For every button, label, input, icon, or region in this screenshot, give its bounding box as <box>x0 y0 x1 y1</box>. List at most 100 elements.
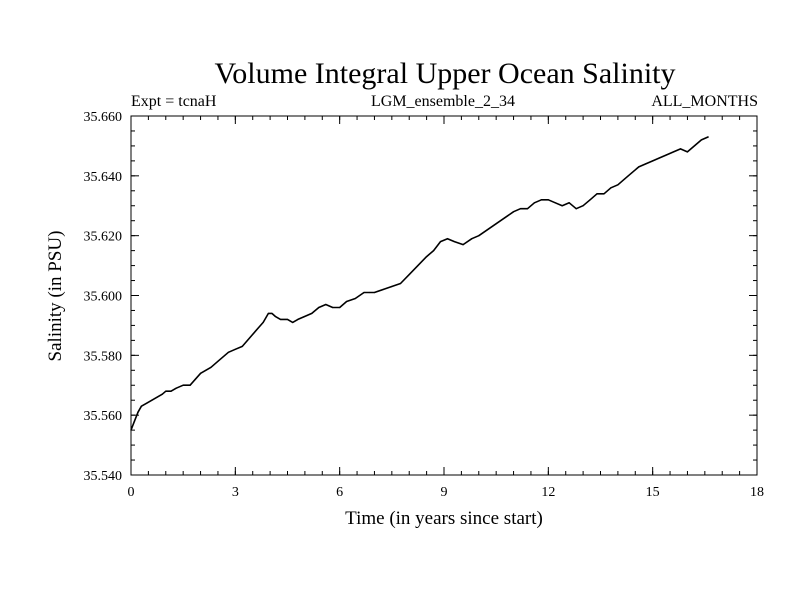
data-point <box>140 405 143 407</box>
data-point <box>151 399 153 401</box>
data-point <box>194 378 196 380</box>
data-point <box>471 238 473 240</box>
x-axis: 0 3 6 9 12 15 18 <box>128 116 764 500</box>
data-point <box>267 312 269 315</box>
data-point <box>156 396 158 398</box>
data-point <box>603 193 605 195</box>
experiment-label: Expt = tcnaH <box>131 93 217 110</box>
data-point <box>631 172 633 174</box>
data-point <box>533 202 536 204</box>
data-point <box>241 345 243 347</box>
data-point <box>146 402 148 404</box>
data-point <box>227 351 229 353</box>
data-point <box>224 354 226 356</box>
x-tick-label: 15 <box>646 485 660 500</box>
data-point <box>332 306 334 309</box>
data-point <box>561 205 563 207</box>
data-point <box>686 151 689 153</box>
series-line-salinity <box>130 136 709 431</box>
data-point <box>210 366 212 368</box>
data-point <box>133 420 136 422</box>
data-point <box>512 211 515 213</box>
data-point <box>182 384 184 386</box>
data-point <box>659 157 661 159</box>
data-point <box>432 250 435 252</box>
data-point <box>399 282 402 285</box>
data-point <box>286 318 289 321</box>
data-point <box>130 429 132 431</box>
data-point <box>246 339 249 341</box>
data-point <box>575 208 577 210</box>
y-tick-label: 35.540 <box>84 469 123 484</box>
data-point <box>189 384 191 386</box>
data-point <box>205 369 207 371</box>
y-axis: 35.540 35.560 35.580 35.600 35.620 35.640 35.6… <box>84 110 757 484</box>
ensemble-label: LGM_ensemble_2_34 <box>371 93 515 110</box>
y-tick-label: 35.580 <box>84 349 123 364</box>
data-point <box>478 235 480 237</box>
data-point <box>645 163 647 165</box>
data-point <box>540 199 542 201</box>
data-point <box>368 291 370 294</box>
data-point <box>175 387 177 389</box>
data-point <box>624 178 626 180</box>
y-axis-label: Salinity (in PSU) <box>45 231 66 362</box>
data-point <box>672 151 675 153</box>
data-point <box>297 318 299 321</box>
y-tick-label: 35.620 <box>84 230 123 245</box>
data-point <box>339 306 341 309</box>
data-point <box>547 199 549 201</box>
data-point <box>446 238 449 240</box>
data-point <box>279 318 282 321</box>
data-point <box>271 312 273 315</box>
data-point <box>700 139 702 141</box>
data-point <box>486 229 489 231</box>
y-tick-label: 35.600 <box>84 290 123 305</box>
data-point <box>199 372 202 374</box>
data-point <box>568 202 570 204</box>
x-tick-label: 3 <box>232 485 239 500</box>
data-point <box>495 223 497 225</box>
x-tick-label: 18 <box>750 485 764 500</box>
y-tick-label: 35.560 <box>84 409 123 424</box>
data-point <box>311 312 313 315</box>
data-point <box>382 288 384 291</box>
data-point <box>679 148 682 150</box>
data-point <box>652 160 654 162</box>
data-point <box>262 321 264 324</box>
months-label: ALL_MONTHS <box>651 93 758 110</box>
data-point <box>426 256 428 258</box>
x-tick-label: 6 <box>336 485 343 500</box>
data-point <box>589 199 591 201</box>
data-point <box>217 360 219 362</box>
data-point <box>417 264 419 267</box>
x-axis-label: Time (in years since start) <box>345 508 543 529</box>
data-point <box>346 300 348 303</box>
data-point <box>526 208 529 210</box>
data-point <box>504 217 506 219</box>
data-point <box>252 333 254 335</box>
data-point <box>318 306 320 309</box>
data-point <box>165 390 167 392</box>
data-point <box>554 202 556 204</box>
data-point <box>137 411 139 413</box>
data-point <box>391 285 393 288</box>
data-point <box>304 315 306 318</box>
data-point <box>234 348 236 350</box>
data-point <box>257 327 259 330</box>
minor-ticks <box>130 115 758 476</box>
data-point <box>617 184 619 186</box>
data-point <box>596 193 598 195</box>
data-point <box>462 244 464 246</box>
chart-title: Volume Integral Upper Ocean Salinity <box>215 57 676 90</box>
data-point <box>161 393 163 395</box>
data-point <box>707 136 709 138</box>
data-points <box>130 136 709 431</box>
data-point <box>582 205 584 207</box>
data-point <box>408 273 410 276</box>
data-point <box>170 390 172 392</box>
data-point <box>363 291 365 294</box>
data-point <box>665 154 668 156</box>
data-point <box>274 315 276 318</box>
